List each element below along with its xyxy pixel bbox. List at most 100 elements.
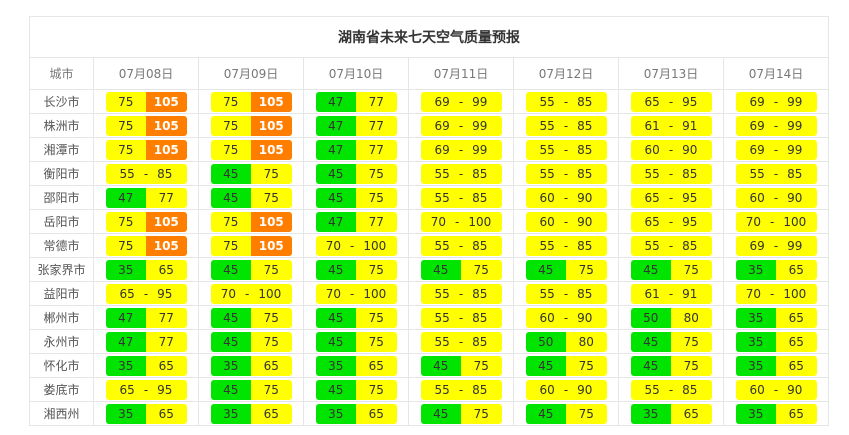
aqi-low-value: 35 xyxy=(210,355,251,376)
forecast-cell: 35 65 xyxy=(618,401,724,426)
aqi-high-value: 85 xyxy=(157,166,173,181)
aqi-high-value: 65 xyxy=(356,355,397,376)
range-separator: - xyxy=(458,382,464,397)
city-name: 永州市 xyxy=(29,329,94,354)
forecast-cell: 35 65 xyxy=(723,353,829,378)
forecast-cell: 35 65 xyxy=(303,401,409,426)
aqi-range-badge: 45 75 xyxy=(210,379,292,400)
aqi-high-value: 75 xyxy=(356,259,397,280)
aqi-range-segment: 70-100 xyxy=(420,211,502,232)
aqi-range-segment: 55-85 xyxy=(630,235,712,256)
range-separator: - xyxy=(563,166,569,181)
aqi-low-value: 69 xyxy=(434,118,450,133)
aqi-low-value: 70 xyxy=(745,286,762,301)
aqi-range-badge: 70-100 xyxy=(210,283,292,304)
aqi-high-value: 105 xyxy=(146,211,187,232)
forecast-cell: 65-95 xyxy=(618,209,724,234)
forecast-cell: 50 80 xyxy=(513,329,619,354)
range-separator: - xyxy=(563,286,569,301)
table-row: 郴州市 47 77 45 75 45 75 55-85 60-90 50 80 35 65 xyxy=(29,305,829,330)
aqi-range-badge: 65-95 xyxy=(630,211,712,232)
aqi-range-segment: 65-95 xyxy=(105,379,187,400)
aqi-range-badge: 45 75 xyxy=(315,259,397,280)
aqi-range-segment: 60-90 xyxy=(735,187,817,208)
forecast-cell: 69-99 xyxy=(723,137,829,162)
range-separator: - xyxy=(458,190,464,205)
aqi-range-badge: 35 65 xyxy=(630,403,712,424)
aqi-low-value: 45 xyxy=(210,187,251,208)
forecast-cell: 35 65 xyxy=(723,329,829,354)
range-separator: - xyxy=(773,166,779,181)
aqi-high-value: 75 xyxy=(251,331,292,352)
forecast-cell: 35 65 xyxy=(723,305,829,330)
aqi-high-value: 85 xyxy=(472,166,488,181)
forecast-cell: 47 77 xyxy=(303,89,409,114)
aqi-low-value: 45 xyxy=(315,163,356,184)
table-title: 湖南省未来七天空气质量预报 xyxy=(29,16,829,58)
forecast-cell: 45 75 xyxy=(408,401,514,426)
forecast-cell: 45 75 xyxy=(198,185,304,210)
aqi-range-segment: 60-90 xyxy=(525,307,607,328)
forecast-cell: 55-85 xyxy=(93,161,199,186)
aqi-range-badge: 70-100 xyxy=(420,211,502,232)
aqi-high-value: 99 xyxy=(787,142,803,157)
aqi-high-value: 65 xyxy=(776,403,817,424)
aqi-range-segment: 55-85 xyxy=(420,235,502,256)
range-separator: - xyxy=(458,94,464,109)
aqi-range-badge: 45 75 xyxy=(420,403,502,424)
range-separator: - xyxy=(143,166,149,181)
forecast-cell: 69-99 xyxy=(723,89,829,114)
aqi-range-badge: 55-85 xyxy=(630,163,712,184)
aqi-range-badge: 50 80 xyxy=(525,331,607,352)
range-separator: - xyxy=(563,238,569,253)
aqi-range-badge: 55-85 xyxy=(420,379,502,400)
aqi-low-value: 55 xyxy=(434,190,450,205)
aqi-low-value: 55 xyxy=(539,118,555,133)
forecast-cell: 55-85 xyxy=(513,137,619,162)
aqi-low-value: 35 xyxy=(735,403,776,424)
forecast-cell: 65-95 xyxy=(618,89,724,114)
aqi-low-value: 47 xyxy=(315,139,356,160)
forecast-cell: 60-90 xyxy=(723,185,829,210)
aqi-range-segment: 55-85 xyxy=(420,331,502,352)
range-separator: - xyxy=(773,238,779,253)
aqi-range-badge: 45 75 xyxy=(315,187,397,208)
range-separator: - xyxy=(770,214,775,229)
forecast-cell: 65-95 xyxy=(93,377,199,402)
aqi-high-value: 65 xyxy=(251,355,292,376)
forecast-table: 湖南省未来七天空气质量预报 城市 07月08日 07月09日 07月10日 07月11… xyxy=(29,16,829,426)
forecast-cell: 47 77 xyxy=(93,185,199,210)
forecast-cell: 45 75 xyxy=(303,161,409,186)
aqi-low-value: 65 xyxy=(119,382,135,397)
aqi-range-badge: 60-90 xyxy=(525,379,607,400)
aqi-high-value: 77 xyxy=(146,187,187,208)
aqi-low-value: 55 xyxy=(434,310,450,325)
column-header-city: 城市 xyxy=(29,57,94,90)
aqi-range-segment: 69-99 xyxy=(735,115,817,136)
aqi-low-value: 45 xyxy=(315,331,356,352)
aqi-high-value: 105 xyxy=(251,235,292,256)
aqi-low-value: 50 xyxy=(525,331,566,352)
aqi-low-value: 61 xyxy=(644,118,660,133)
forecast-cell: 55-85 xyxy=(723,161,829,186)
aqi-low-value: 47 xyxy=(315,91,356,112)
forecast-cell: 45 75 xyxy=(408,353,514,378)
aqi-range-badge: 35 65 xyxy=(105,259,187,280)
table-row: 怀化市 35 65 35 65 35 65 45 75 45 75 45 75 35 65 xyxy=(29,353,829,378)
aqi-range-badge: 35 65 xyxy=(210,403,292,424)
aqi-high-value: 77 xyxy=(146,307,187,328)
aqi-high-value: 80 xyxy=(671,307,712,328)
forecast-cell: 45 75 xyxy=(198,329,304,354)
forecast-cell: 60-90 xyxy=(513,305,619,330)
aqi-high-value: 75 xyxy=(251,163,292,184)
aqi-high-value: 80 xyxy=(566,331,607,352)
city-name: 娄底市 xyxy=(29,377,94,402)
aqi-low-value: 45 xyxy=(210,163,251,184)
aqi-range-badge: 35 65 xyxy=(735,355,817,376)
forecast-cell: 45 75 xyxy=(303,185,409,210)
aqi-range-badge: 45 75 xyxy=(525,259,607,280)
aqi-low-value: 45 xyxy=(315,259,356,280)
forecast-cell: 75 105 xyxy=(93,113,199,138)
forecast-cell: 55-85 xyxy=(513,113,619,138)
forecast-cell: 75 105 xyxy=(198,89,304,114)
